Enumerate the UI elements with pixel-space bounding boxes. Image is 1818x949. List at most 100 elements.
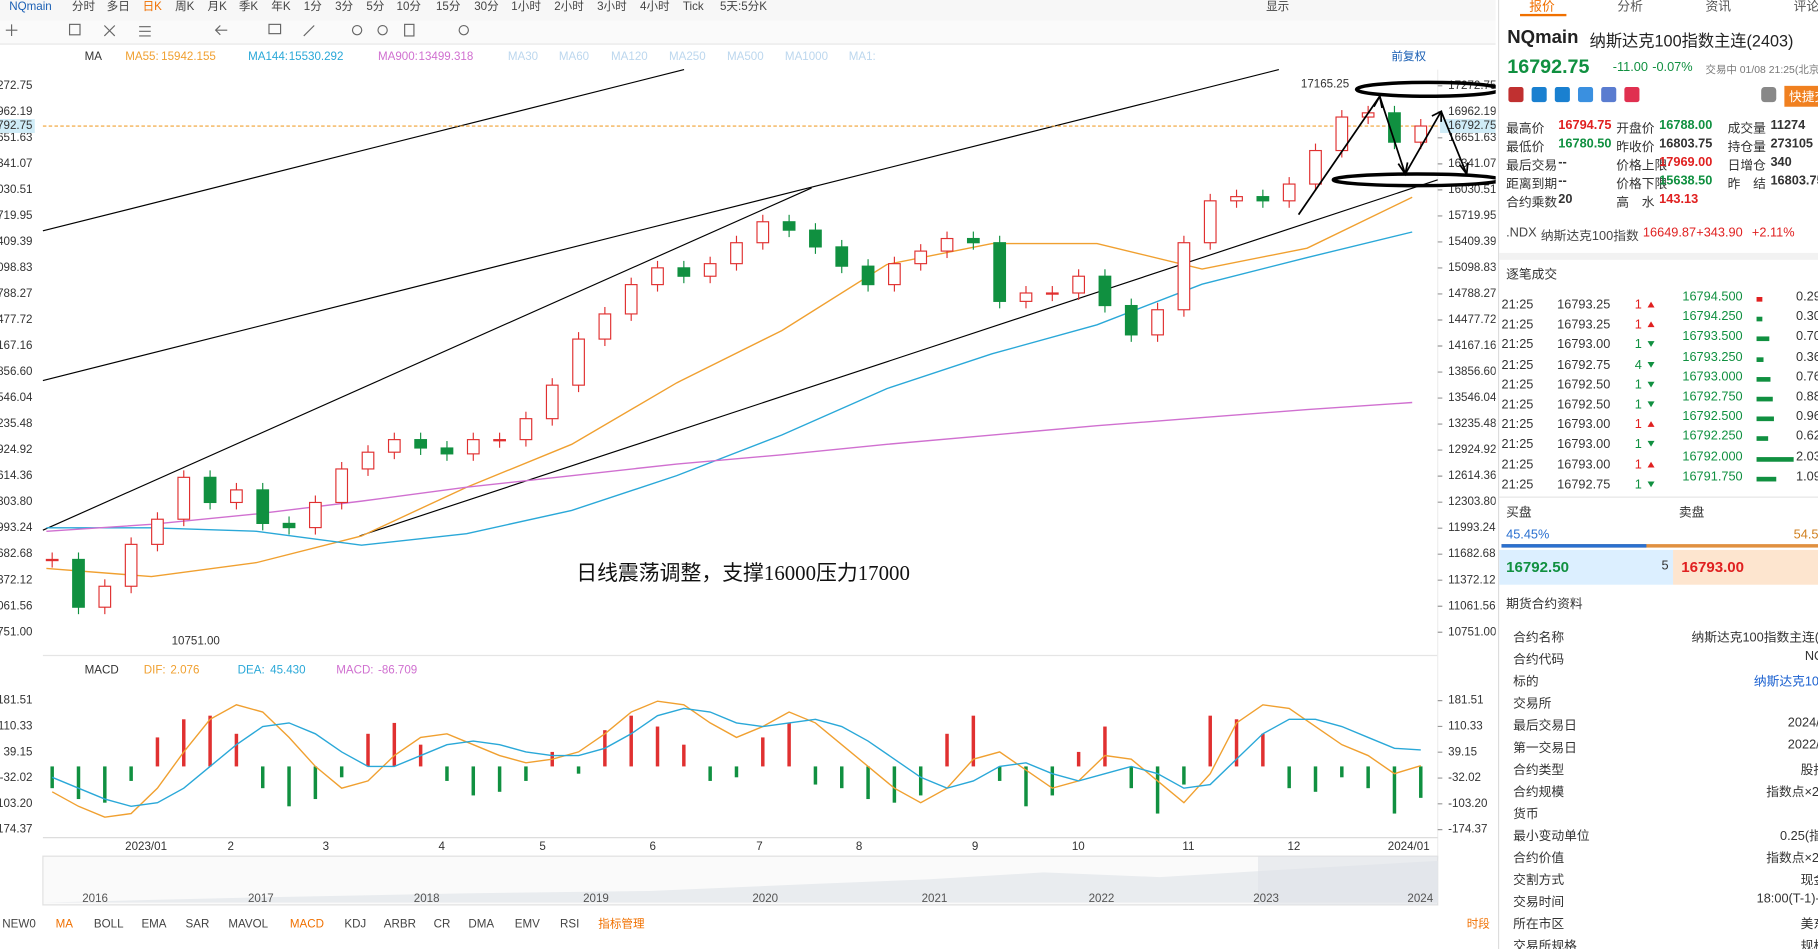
- icon[interactable]: [1508, 87, 1524, 103]
- indicator-tab[interactable]: RSI: [560, 919, 579, 931]
- indicator-tab[interactable]: BOLL: [94, 919, 124, 931]
- period-tab[interactable]: 3分: [335, 0, 353, 13]
- info-label: 交易所: [1513, 697, 1552, 712]
- candle: [177, 476, 191, 520]
- indicator-tab[interactable]: EMV: [515, 919, 540, 931]
- icon[interactable]: [1531, 87, 1547, 103]
- period-tab[interactable]: 季K: [239, 0, 259, 13]
- icon[interactable]: [1577, 87, 1594, 103]
- stat-label: 昨 结: [1727, 177, 1766, 192]
- ndx-name: 纳斯达克100指数: [1540, 229, 1639, 244]
- stat-label: 高 水: [1616, 196, 1655, 210]
- candle: [466, 439, 480, 455]
- panel-tab[interactable]: 资讯: [1705, 0, 1732, 14]
- macd-bar: [1024, 766, 1028, 807]
- period-tab[interactable]: 2小时: [554, 0, 584, 13]
- x-tick-label: 4: [439, 841, 446, 853]
- macd-bar: [787, 722, 791, 767]
- period-tab[interactable]: 4小时: [640, 0, 670, 13]
- trend-line: [42, 69, 685, 232]
- adjust[interactable]: 前复权: [1391, 49, 1426, 63]
- year-label: 2016: [82, 893, 108, 905]
- indicator-tab[interactable]: ARBR: [384, 919, 416, 931]
- trade-price: 16793.00: [1557, 338, 1611, 352]
- trade-qty: 1: [1634, 457, 1642, 472]
- candle: [414, 439, 428, 449]
- trades-title: 逐笔成交: [1506, 267, 1558, 282]
- candle: [1203, 200, 1217, 244]
- period-tab[interactable]: 年K: [271, 0, 291, 13]
- period-tab[interactable]: 5分: [366, 0, 384, 13]
- indicator-tab[interactable]: SAR: [186, 919, 210, 931]
- y-tick-label: 13235.48: [0, 418, 32, 430]
- period-tab[interactable]: 月K: [208, 1, 228, 13]
- candle: [835, 246, 849, 267]
- trade-qty: 1: [1634, 477, 1642, 492]
- period-tab[interactable]: 15分: [436, 0, 461, 13]
- year-label: 2021: [922, 893, 948, 905]
- macd-bar: [103, 766, 107, 803]
- period-tab[interactable]: 1分: [304, 0, 322, 13]
- trade-qty: 4: [1634, 358, 1642, 372]
- icon[interactable]: [1624, 87, 1640, 103]
- info-value: 指数点×20美元: [1766, 851, 1818, 866]
- y-tick-label: 17272.75: [0, 80, 32, 92]
- indicator-tab[interactable]: EMA: [141, 919, 166, 931]
- panel-tab[interactable]: 分析: [1617, 0, 1643, 14]
- period-tab[interactable]: 5天:5分K: [720, 0, 767, 13]
- trade-time: 21:25: [1501, 437, 1534, 452]
- indicator-tab[interactable]: NEW0: [2, 919, 35, 931]
- y-tick-label: -103.20: [1448, 798, 1487, 810]
- trend-line: [42, 69, 1280, 382]
- candle: [308, 501, 322, 529]
- icon[interactable]: [1601, 87, 1617, 103]
- trade-time: 21:25: [1501, 457, 1534, 472]
- sell-pct: 54.55%: [1793, 527, 1818, 542]
- info-label: 交易所规格: [1513, 939, 1577, 949]
- y-tick-label: 12303.80: [0, 496, 32, 508]
- stat-value: --: [1558, 155, 1567, 170]
- ma-hidden: MA60: [559, 51, 589, 63]
- period-tab[interactable]: 多日: [107, 0, 130, 13]
- macd-bar: [945, 733, 949, 767]
- indicator-tab[interactable]: DMA: [468, 919, 494, 931]
- macd-bar: [471, 766, 476, 796]
- trade-qty: 1: [1634, 298, 1642, 313]
- depth-vol: 0.30: [1795, 309, 1818, 324]
- ndx-change: +343.90: [1696, 226, 1743, 241]
- info-value: 现金交割: [1800, 873, 1818, 888]
- period-tab[interactable]: 10分: [397, 0, 422, 13]
- period-tab[interactable]: Tick: [683, 1, 704, 13]
- period-tab[interactable]: 30分: [474, 0, 499, 13]
- indicator-tab[interactable]: MACD: [290, 919, 324, 931]
- info-value: 纳斯达克100指数: [1753, 675, 1818, 690]
- trade-dir: [1647, 401, 1655, 408]
- icon[interactable]: [1554, 87, 1570, 103]
- period-tab[interactable]: 周K: [175, 0, 195, 13]
- trend-line: [359, 179, 1438, 537]
- indicator-tab[interactable]: MAVOL: [228, 919, 268, 931]
- indicator-tab[interactable]: MA: [56, 919, 74, 931]
- quick-trade[interactable]: 快捷交易: [1784, 85, 1818, 107]
- period-tab[interactable]: 分时: [72, 0, 96, 13]
- indicator-tab[interactable]: KDJ: [344, 919, 366, 931]
- y-tick-label: 12303.80: [1448, 496, 1496, 508]
- indicator-tab[interactable]: CR: [434, 919, 451, 931]
- panel-tab[interactable]: 评论: [1793, 0, 1818, 14]
- period-tab[interactable]: 3小时: [597, 0, 627, 13]
- y-tick-label: 11061.56: [0, 600, 32, 612]
- display-toggle[interactable]: 显示: [1266, 0, 1289, 13]
- macd-bar: [1076, 751, 1081, 767]
- macd-bar: [155, 737, 160, 767]
- panel-tab[interactable]: 报价: [1529, 0, 1555, 14]
- period-tab[interactable]: 1小时: [511, 0, 541, 13]
- year-label: 2022: [1089, 893, 1115, 905]
- indicator-tab[interactable]: 指标管理: [598, 917, 645, 931]
- bell[interactable]: [1761, 87, 1777, 103]
- ma-hidden: MA1000: [785, 51, 828, 63]
- session-tab[interactable]: 时段: [1467, 917, 1491, 931]
- macd-bar: [1261, 733, 1265, 767]
- candle: [256, 489, 270, 524]
- period-tab[interactable]: 日K: [143, 1, 163, 13]
- high-label: 17165.25: [1301, 79, 1349, 91]
